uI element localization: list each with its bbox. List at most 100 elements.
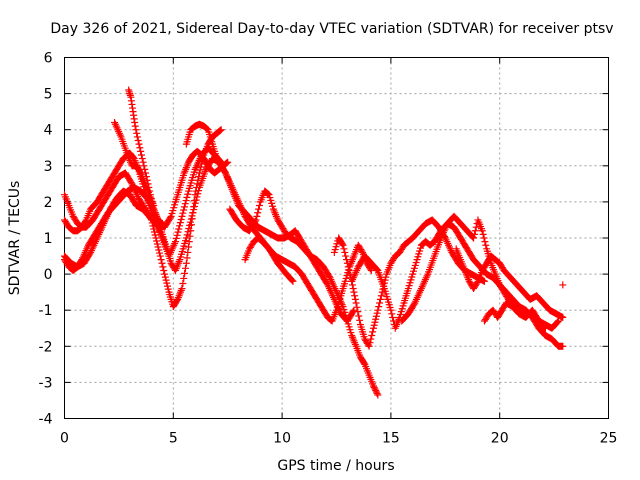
data-point [367, 266, 375, 274]
data-point [171, 238, 179, 246]
data-point [372, 387, 380, 395]
series-track-h [226, 187, 382, 399]
y-tick-label: 6 [44, 51, 53, 67]
data-point [203, 125, 211, 133]
tick-labels: 0 5 10 15 20 25 -4 -3 -2 -1 0 1 2 3 4 5 6 [39, 51, 618, 447]
x-tick-label: 25 [600, 431, 618, 447]
data-point [190, 206, 198, 214]
data-point [174, 228, 182, 236]
data-point [351, 295, 359, 303]
data-point [356, 316, 364, 324]
data-point [162, 276, 170, 284]
data-point [193, 193, 201, 201]
data-point [342, 252, 350, 260]
data-point [370, 321, 378, 329]
series-track-n [480, 299, 549, 332]
data-point [253, 212, 261, 220]
data-point [197, 163, 205, 171]
data-point [559, 313, 567, 321]
data-point [349, 285, 357, 293]
data-point [172, 234, 180, 242]
data-point [193, 180, 201, 188]
data-point [343, 259, 351, 267]
data-point [541, 323, 549, 331]
data-point [158, 219, 166, 227]
data-point [470, 234, 478, 242]
data-point [388, 310, 396, 318]
data-point [481, 238, 489, 246]
data-point [180, 206, 188, 214]
data-point [216, 126, 224, 134]
data-point [142, 173, 150, 181]
data-point [344, 263, 352, 271]
data-point [341, 248, 349, 256]
data-point [374, 391, 382, 399]
data-point [387, 306, 395, 314]
data-point [156, 252, 164, 260]
data-point [149, 202, 157, 210]
data-point [216, 127, 224, 135]
series-track-f [125, 86, 166, 228]
data-point [131, 122, 139, 130]
x-axis-label: GPS time / hours [277, 458, 394, 474]
data-point [183, 193, 191, 201]
data-point [473, 279, 481, 287]
data-point [289, 277, 297, 285]
data-point [137, 147, 145, 155]
data-point [376, 295, 384, 303]
data-point [176, 219, 184, 227]
data-point [184, 190, 192, 198]
y-tick-label: -3 [39, 375, 53, 391]
y-tick-label: 0 [44, 267, 53, 283]
data-point [132, 126, 140, 134]
data-point [160, 266, 168, 274]
y-tick-label: -2 [39, 339, 53, 355]
data-point [373, 266, 381, 274]
data-point [173, 297, 181, 305]
x-tick-label: 20 [491, 431, 509, 447]
data-point [288, 276, 296, 284]
data-point [177, 215, 185, 223]
data-point [369, 328, 377, 336]
data-point [194, 190, 202, 198]
data-point [378, 288, 386, 296]
data-point [148, 198, 156, 206]
data-point [343, 256, 351, 264]
data-point [367, 335, 375, 343]
grid-lines [64, 57, 609, 419]
data-point [251, 217, 259, 225]
data-point [471, 227, 479, 235]
data-point [138, 155, 146, 163]
x-tick-label: 15 [382, 431, 400, 447]
data-point [255, 202, 263, 210]
data-point [375, 303, 383, 311]
data-point [381, 276, 389, 284]
data-point [224, 158, 232, 166]
data-point [354, 308, 362, 316]
data-point [252, 216, 260, 224]
data-point [480, 277, 488, 285]
x-tick-label: 10 [273, 431, 291, 447]
data-points [61, 86, 567, 399]
data-point [360, 359, 368, 367]
data-point [373, 390, 381, 398]
data-point [264, 190, 272, 198]
y-tick-label: 4 [44, 123, 53, 139]
data-point [135, 140, 143, 148]
data-point [264, 189, 272, 197]
y-tick-label: 5 [44, 87, 53, 103]
data-point [137, 151, 145, 159]
data-point [178, 285, 186, 293]
data-point [178, 212, 186, 220]
data-point [184, 228, 192, 236]
data-point [152, 234, 160, 242]
y-tick-label: 1 [44, 231, 53, 247]
data-point [161, 270, 169, 278]
data-point [145, 183, 153, 191]
data-point [180, 203, 188, 211]
data-point [186, 218, 194, 226]
data-point [140, 162, 148, 170]
data-point [372, 315, 380, 323]
data-point [180, 274, 188, 282]
